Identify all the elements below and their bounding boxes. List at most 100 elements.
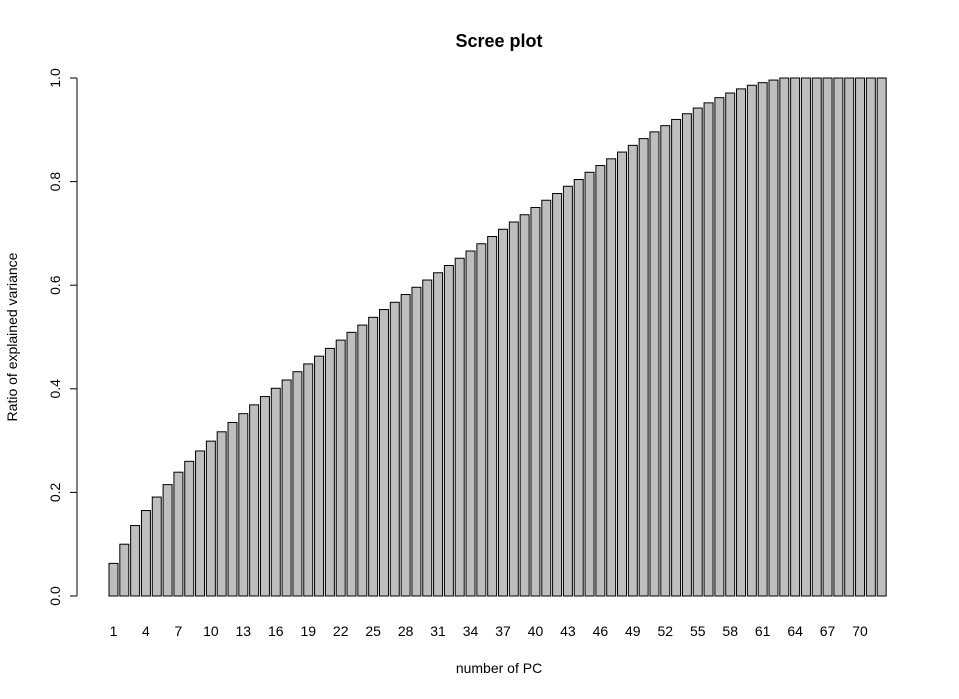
bar-pc-38 (508, 221, 519, 597)
bar-pc-22 (335, 339, 346, 597)
x-tick-label: 61 (755, 623, 771, 639)
y-tick-label: 0.0 (47, 586, 63, 606)
bar-pc-41 (541, 199, 552, 597)
bar-pc-20 (314, 355, 325, 597)
x-tick-label: 16 (268, 623, 284, 639)
bar-pc-24 (357, 324, 368, 597)
bar-pc-27 (389, 301, 400, 597)
x-tick-label: 13 (236, 623, 252, 639)
bar-pc-45 (584, 171, 595, 597)
bar-pc-21 (324, 347, 335, 597)
x-tick-label: 64 (787, 623, 803, 639)
y-tick-label: 0.8 (47, 172, 63, 192)
y-tick-label: 0.4 (47, 379, 63, 399)
bar-pc-9 (195, 450, 206, 597)
y-axis-label: Ratio of explained variance (4, 252, 20, 421)
x-tick-label: 4 (142, 623, 150, 639)
bar-pc-57 (714, 97, 725, 597)
bar-pc-4 (140, 510, 151, 597)
bar-pc-64 (790, 77, 801, 597)
x-tick-label: 34 (463, 623, 479, 639)
x-tick-label: 37 (495, 623, 511, 639)
bar-pc-54 (681, 113, 692, 597)
bar-pc-44 (573, 179, 584, 597)
bar-pc-32 (443, 265, 454, 597)
bar-pc-43 (562, 185, 573, 597)
bar-pc-28 (400, 294, 411, 597)
x-tick-label: 52 (657, 623, 673, 639)
bar-pc-30 (422, 279, 433, 597)
bar-pc-1 (108, 562, 119, 597)
bar-pc-53 (671, 118, 682, 597)
bar-pc-68 (833, 77, 844, 597)
bar-pc-6 (162, 484, 173, 597)
x-tick-label: 67 (820, 623, 836, 639)
bar-pc-40 (530, 207, 541, 597)
bar-pc-69 (844, 77, 855, 597)
bar-pc-7 (173, 471, 184, 597)
bar-pc-55 (692, 107, 703, 597)
y-axis: 0.0 0.2 0.4 0.6 0.8 1.0 (47, 68, 78, 606)
bar-pc-63 (779, 77, 790, 597)
bar-pc-49 (627, 144, 638, 597)
bar-pc-71 (865, 77, 876, 597)
x-tick-label: 46 (593, 623, 609, 639)
bar-pc-14 (249, 404, 260, 597)
bar-pc-59 (736, 88, 747, 597)
x-tick-label: 22 (333, 623, 349, 639)
bar-pc-15 (259, 396, 270, 597)
bar-pc-17 (281, 379, 292, 597)
bar-pc-36 (487, 236, 498, 597)
y-tick-label: 0.6 (47, 275, 63, 295)
x-tick-label: 58 (722, 623, 738, 639)
bar-pc-48 (617, 151, 627, 597)
bar-pc-65 (800, 77, 811, 597)
bar-pc-62 (768, 79, 779, 597)
bar-pc-2 (119, 543, 130, 597)
bar-pc-34 (465, 250, 476, 597)
bar-pc-39 (519, 214, 530, 597)
bar-pc-37 (498, 228, 508, 597)
x-tick-label: 7 (175, 623, 183, 639)
bar-pc-66 (811, 77, 822, 597)
x-tick-label: 28 (398, 623, 414, 639)
bar-pc-11 (216, 431, 227, 597)
bar-pc-47 (606, 158, 617, 597)
bar-pc-26 (378, 309, 389, 597)
x-tick-label: 49 (625, 623, 641, 639)
chart-title: Scree plot (455, 31, 542, 51)
bar-pc-35 (476, 243, 487, 597)
bars (108, 77, 887, 597)
bar-pc-33 (454, 257, 465, 597)
bar-pc-56 (703, 102, 714, 597)
x-tick-label: 10 (203, 623, 219, 639)
bar-pc-72 (876, 77, 887, 597)
bar-pc-31 (433, 272, 444, 597)
x-tick-label: 1 (110, 623, 118, 639)
bar-pc-60 (746, 84, 757, 597)
bar-pc-16 (270, 387, 281, 597)
y-tick-label: 1.0 (47, 68, 63, 88)
x-tick-label: 25 (365, 623, 381, 639)
bar-pc-67 (822, 77, 833, 597)
bar-pc-50 (638, 138, 649, 597)
bar-pc-61 (757, 82, 768, 597)
x-axis-label: number of PC (456, 660, 542, 676)
bar-pc-52 (660, 125, 671, 597)
x-tick-label: 31 (430, 623, 446, 639)
x-tick-label: 55 (690, 623, 706, 639)
bar-pc-58 (725, 92, 736, 597)
bar-pc-29 (411, 286, 422, 597)
bar-pc-23 (346, 331, 357, 597)
bar-pc-46 (595, 165, 606, 597)
x-tick-label: 19 (300, 623, 316, 639)
bar-pc-13 (238, 413, 249, 597)
bar-pc-70 (855, 77, 866, 597)
bar-pc-5 (151, 496, 162, 597)
x-tick-label: 70 (852, 623, 868, 639)
bar-pc-10 (205, 440, 216, 597)
bar-pc-25 (368, 316, 379, 597)
y-tick-label: 0.2 (47, 482, 63, 502)
